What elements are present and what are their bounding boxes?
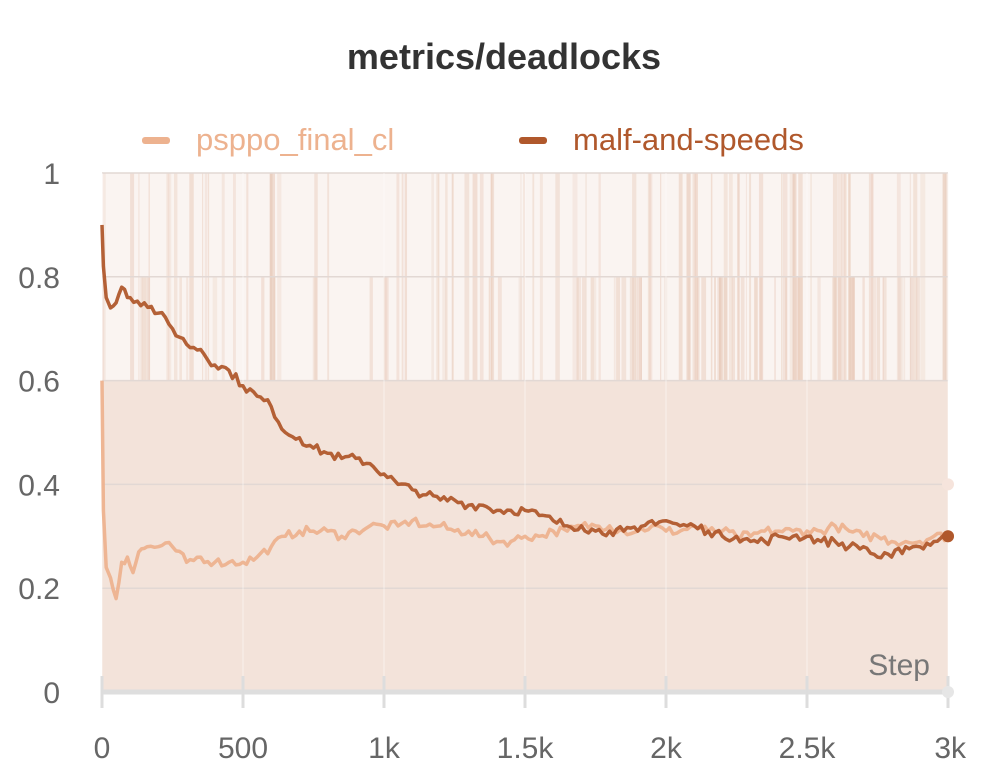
series-line-malf-and-speeds <box>100 224 949 560</box>
raw-data-streak <box>273 276 276 381</box>
raw-data-streak <box>594 276 597 381</box>
y-tick-label: 1 <box>43 158 60 191</box>
legend-item-malf-and-speeds[interactable]: malf-and-speeds <box>519 118 804 162</box>
x-tick-label: 2k <box>650 732 683 765</box>
y-tick-label: 0 <box>43 677 60 710</box>
raw-data-streak <box>731 276 735 381</box>
raw-data-streak <box>817 276 821 381</box>
raw-data-streak <box>638 276 642 381</box>
raw-data-streak <box>629 276 635 381</box>
raw-data-streak <box>701 276 707 381</box>
raw-data-streak <box>798 276 803 381</box>
raw-data-streak <box>774 276 776 381</box>
hover-marker <box>942 686 954 698</box>
raw-data-streak <box>102 276 105 381</box>
raw-data-streak <box>613 276 616 381</box>
raw-data-streak <box>384 276 389 381</box>
raw-data-streak <box>369 276 373 381</box>
y-tick-label: 0.2 <box>18 573 60 606</box>
raw-data-streak <box>831 276 837 381</box>
raw-data-streak <box>876 276 881 381</box>
raw-data-streak <box>696 276 700 381</box>
raw-data-streak <box>383 276 387 381</box>
raw-data-streak <box>717 276 722 381</box>
raw-data-streak <box>179 276 182 381</box>
y-tick-label: 0.8 <box>18 262 60 295</box>
raw-data-streak <box>582 276 586 381</box>
legend-item-psppo-final-cl[interactable]: psppo_final_cl <box>142 118 394 162</box>
raw-data-streak <box>834 276 837 381</box>
raw-data-streak <box>688 276 690 381</box>
raw-data-streak <box>718 276 724 381</box>
raw-data-streak <box>759 276 763 381</box>
raw-data-streak <box>897 276 903 381</box>
raw-data-streak <box>637 276 642 381</box>
raw-data-streak <box>261 276 265 381</box>
raw-data-streak <box>838 276 842 381</box>
raw-data-streak <box>273 276 276 381</box>
raw-data-streak <box>140 276 143 381</box>
y-tick-label: 0.6 <box>18 366 60 399</box>
raw-data-streak <box>577 276 582 381</box>
chart-title: metrics/deadlocks <box>346 36 662 77</box>
raw-data-streak <box>785 276 787 381</box>
raw-data-streak <box>852 276 855 381</box>
raw-data-streak <box>640 276 642 381</box>
raw-data-streak <box>141 276 147 381</box>
raw-data-streak <box>635 276 638 381</box>
raw-data-streak <box>849 276 855 381</box>
x-tick-label: 1.5k <box>497 732 555 765</box>
x-tick-label: 1k <box>368 732 401 765</box>
raw-data-streak <box>723 276 728 381</box>
raw-data-streak <box>497 276 502 381</box>
raw-data-streak <box>909 276 914 381</box>
raw-data-streak <box>312 276 318 381</box>
legend-label-psppo-final-cl: psppo_final_cl <box>196 122 395 157</box>
x-tick-label: 3k <box>934 732 967 765</box>
raw-data-streak <box>714 276 716 381</box>
raw-data-streak <box>212 276 218 381</box>
raw-data-streak <box>753 276 758 381</box>
x-tick-label: 0 <box>94 732 111 765</box>
x-tick-label: 2.5k <box>779 732 837 765</box>
raw-data-streak <box>518 276 523 381</box>
raw-data-streak <box>186 276 189 381</box>
raw-data-streak <box>146 276 151 381</box>
legend-label-malf-and-speeds: malf-and-speeds <box>573 122 804 157</box>
raw-data-streak <box>882 276 884 381</box>
raw-data-streak <box>862 276 865 381</box>
raw-data-streak <box>590 276 595 381</box>
y-tick-label: 0.4 <box>18 469 60 502</box>
raw-data-streak <box>576 276 579 381</box>
raw-data-streak <box>883 276 887 381</box>
x-axis-label: Step <box>868 649 930 682</box>
x-tick-label: 500 <box>218 732 268 765</box>
hover-marker <box>942 478 954 491</box>
raw-data-streak <box>795 276 800 381</box>
raw-data-streak <box>488 276 491 381</box>
series-line-psppo-final-cl <box>100 380 950 601</box>
series-endpoint-malf-and-speeds <box>942 530 954 543</box>
legend: psppo_final_cl malf-and-speeds <box>0 118 1008 162</box>
raw-data-streak <box>740 276 745 381</box>
raw-data-streak <box>754 276 758 381</box>
raw-data-streak <box>697 276 700 381</box>
raw-data-streak <box>714 276 716 381</box>
raw-data-streak <box>621 276 627 381</box>
raw-data-streak <box>903 276 906 381</box>
legend-swatch-psppo-final-cl <box>142 136 170 144</box>
raw-data-streak <box>616 276 621 381</box>
raw-data-streak <box>873 276 877 381</box>
raw-data-streak <box>916 276 920 381</box>
legend-swatch-malf-and-speeds <box>519 136 547 144</box>
raw-data-streak <box>442 276 447 381</box>
